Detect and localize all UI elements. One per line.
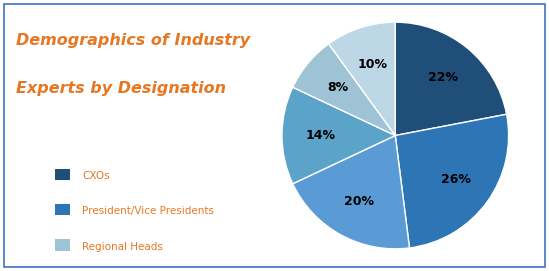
Wedge shape [395, 22, 507, 136]
Wedge shape [293, 136, 410, 249]
Text: Demographics of Industry: Demographics of Industry [16, 33, 250, 47]
Text: 10%: 10% [357, 58, 387, 71]
Text: CXOs: CXOs [82, 171, 110, 181]
Wedge shape [293, 44, 395, 136]
Wedge shape [282, 87, 395, 184]
Text: Regional Heads: Regional Heads [82, 242, 163, 251]
Text: 8%: 8% [327, 81, 348, 94]
Text: 14%: 14% [305, 129, 335, 142]
Text: 26%: 26% [441, 173, 470, 186]
Wedge shape [329, 22, 395, 136]
Text: Experts by Designation: Experts by Designation [16, 81, 227, 96]
Text: President/Vice Presidents: President/Vice Presidents [82, 207, 214, 216]
Text: 20%: 20% [344, 195, 374, 208]
Wedge shape [395, 114, 508, 248]
Text: 22%: 22% [428, 71, 458, 84]
